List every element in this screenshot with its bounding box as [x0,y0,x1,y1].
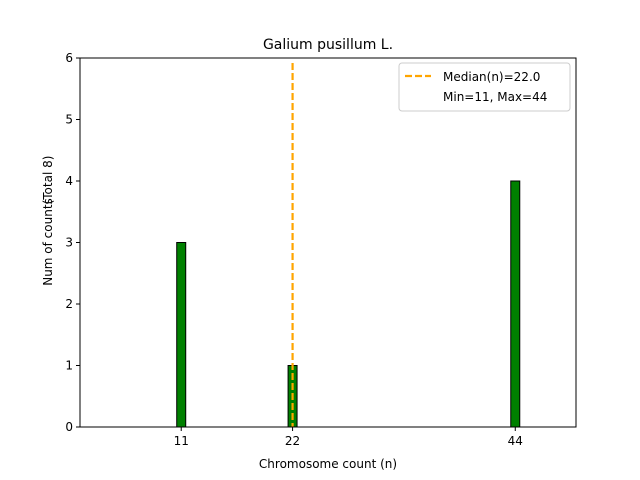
y-tick-label-3: 3 [65,236,73,250]
bar-44 [510,180,521,428]
x-axis: 11 22 44 [174,427,523,448]
legend-median-label: Median(n)=22.0 [443,70,540,84]
x-axis-label: Chromosome count (n) [259,457,397,471]
legend-frame [398,62,571,112]
y-tick-label-0: 0 [65,420,73,434]
y-axis: 0 1 2 3 4 5 6 [65,51,80,434]
y-axis-label: Num of counts [41,198,55,286]
y-tick-label-1: 1 [65,359,73,373]
chart-title: Galium pusillum L. [263,37,393,53]
y-tick-label-2: 2 [65,297,73,311]
x-tick-label-11: 11 [174,434,189,448]
y-tick-label-5: 5 [65,113,73,127]
y-tick-label-6: 6 [65,51,73,65]
x-tick-label-22: 22 [285,434,300,448]
x-tick-label-44: 44 [508,434,523,448]
bar-11 [176,242,187,428]
legend-minmax-label: Min=11, Max=44 [443,90,547,104]
y-axis-label-total: (Total 8) [41,156,55,205]
legend: Median(n)=22.0 Min=11, Max=44 [398,62,571,112]
y-tick-label-4: 4 [65,174,73,188]
